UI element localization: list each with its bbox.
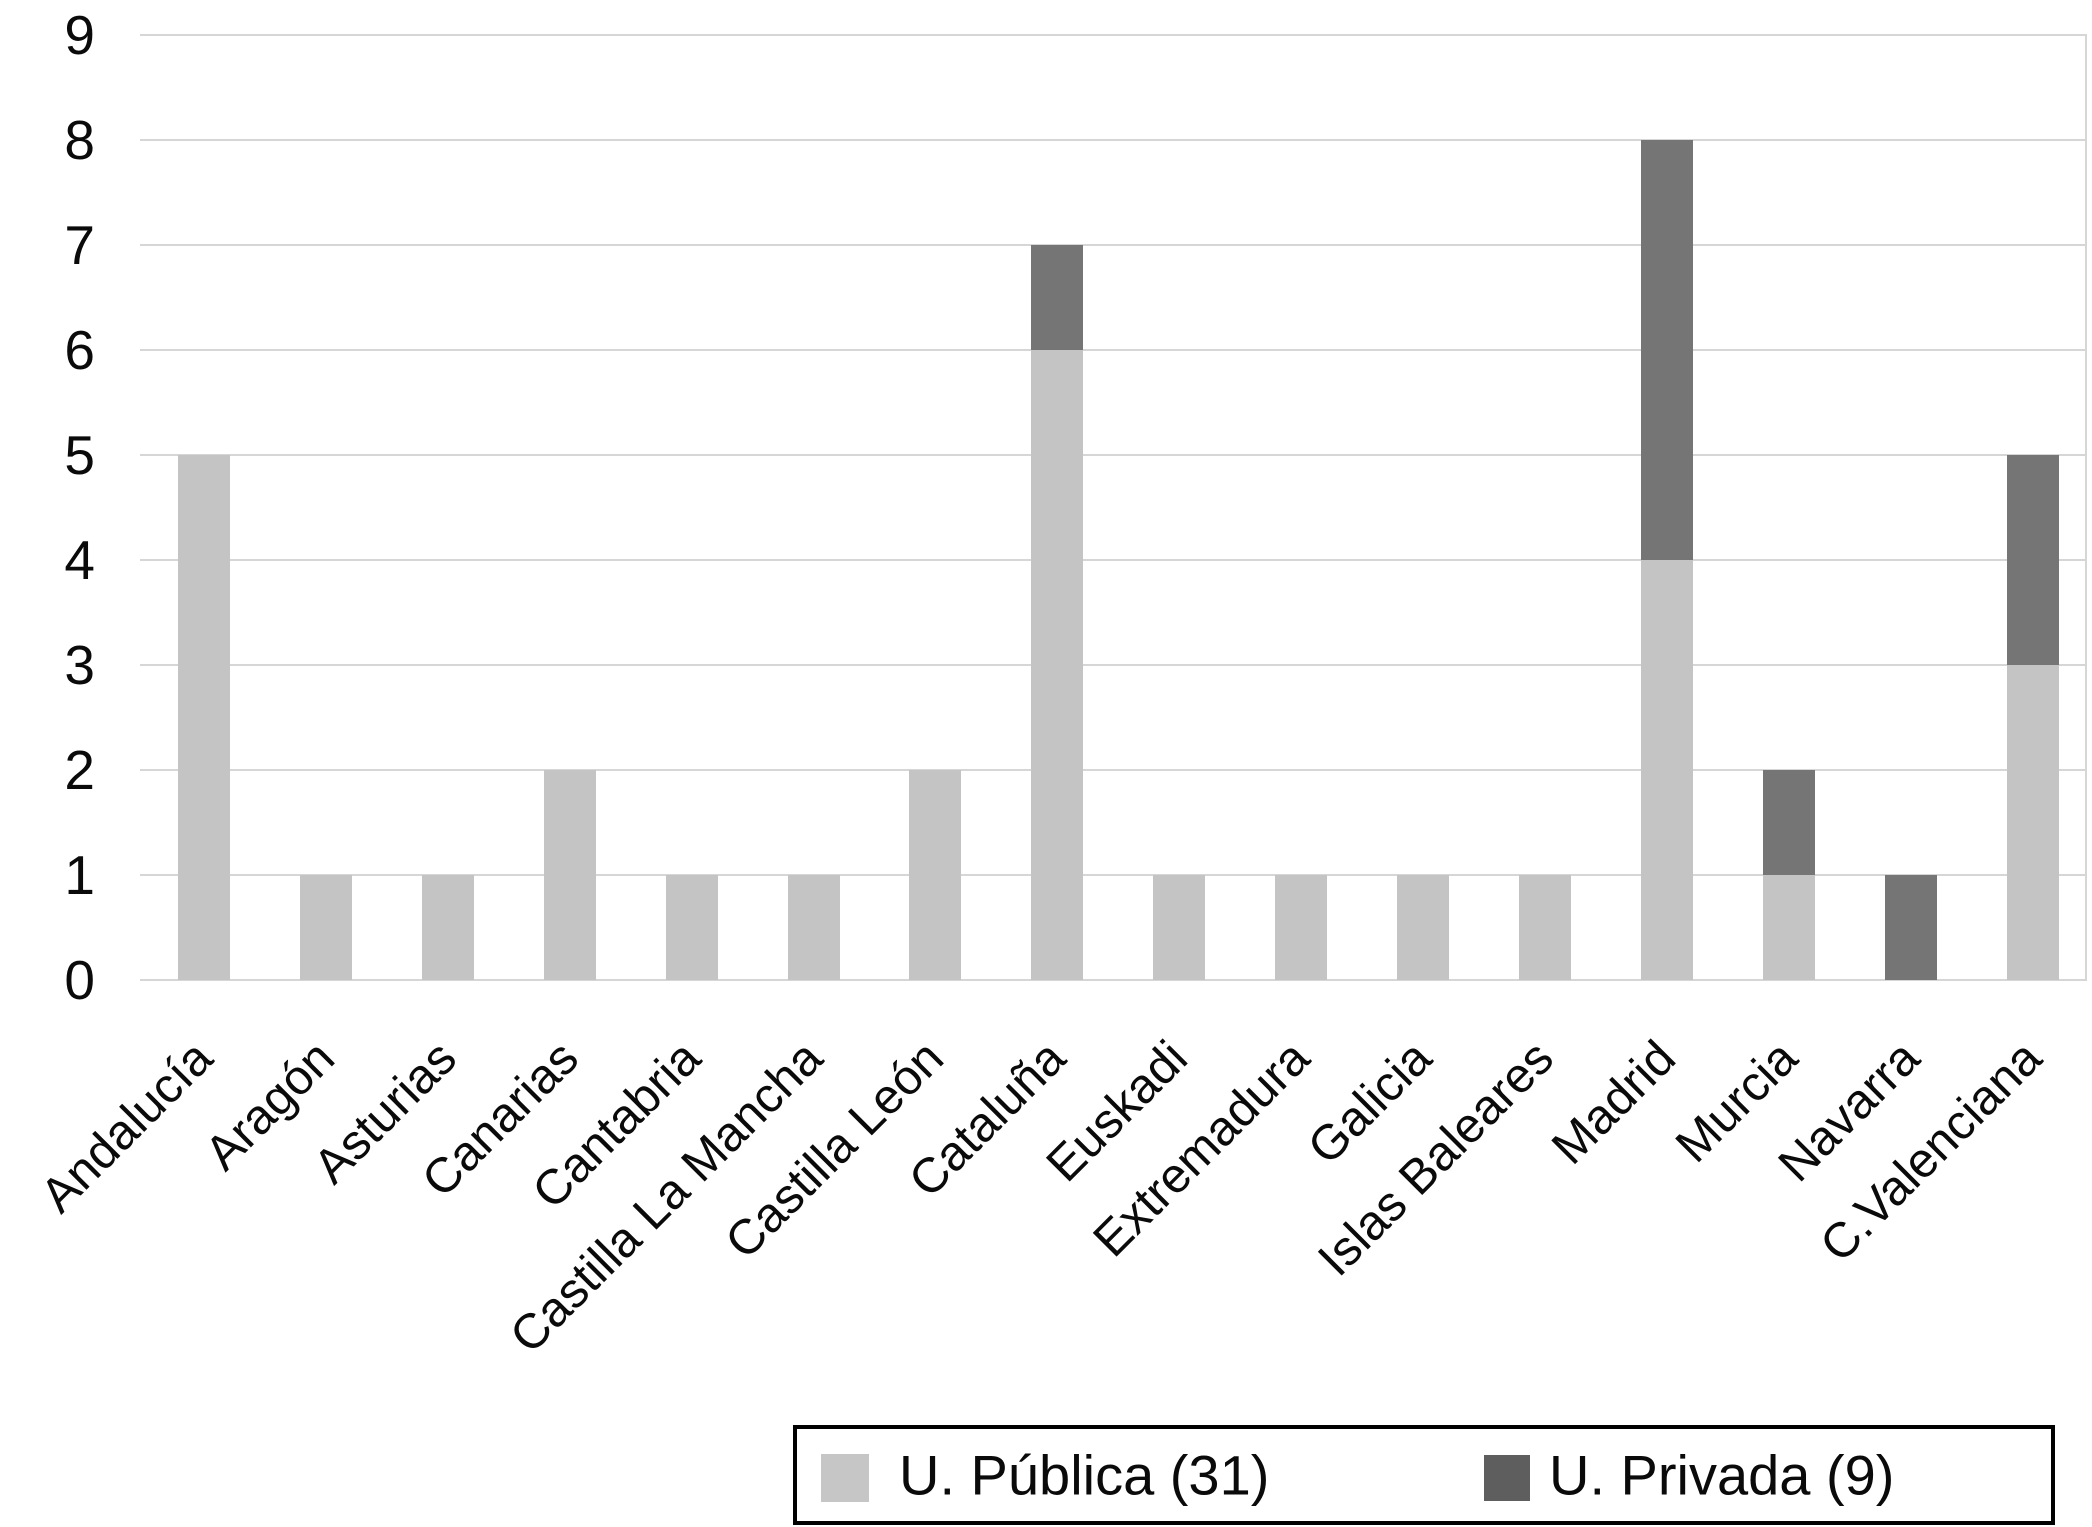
gridline	[140, 34, 2087, 36]
bar-segment-publica	[909, 770, 962, 980]
bar-segment-publica	[543, 770, 596, 980]
y-axis-tick-label: 6	[64, 319, 95, 381]
y-axis-tick-label: 3	[64, 634, 95, 696]
y-axis-tick-label: 7	[64, 214, 95, 276]
bar-segment-privada	[1762, 770, 1815, 875]
bar-segment-publica	[1031, 350, 1084, 980]
y-axis-tick-label: 9	[64, 4, 95, 66]
bar-segment-publica	[787, 875, 840, 980]
bar-segment-publica	[1762, 875, 1815, 980]
gridline	[140, 559, 2087, 561]
y-axis-tick-label: 2	[64, 739, 95, 801]
legend-swatch-privada	[1484, 1455, 1530, 1501]
gridline	[140, 769, 2087, 771]
y-axis-tick-label: 4	[64, 529, 95, 591]
bar-segment-privada	[1031, 245, 1084, 350]
gridline	[140, 454, 2087, 456]
legend: U. Pública (31) U. Privada (9)	[793, 1425, 2055, 1525]
bar-segment-publica	[1397, 875, 1449, 980]
legend-label-publica: U. Pública (31)	[899, 1443, 1270, 1507]
gridline	[140, 874, 2087, 876]
gridline	[140, 979, 2087, 981]
gridline	[140, 139, 2087, 141]
bar-segment-publica	[421, 875, 474, 980]
y-axis-tick-label: 8	[64, 109, 95, 171]
bar-segment-privada	[1640, 140, 1693, 560]
legend-swatch-publica	[821, 1454, 869, 1502]
bar-segment-publica	[299, 875, 352, 980]
bar-segment-privada	[1884, 875, 1937, 980]
bar-segment-privada	[2006, 455, 2059, 665]
y-axis-tick-label: 1	[64, 844, 95, 906]
gridline	[140, 349, 2087, 351]
bar-segment-publica	[178, 455, 230, 980]
bar-segment-publica	[1153, 875, 1206, 980]
gridline	[140, 244, 2087, 246]
bar-segment-publica	[1275, 875, 1328, 980]
legend-label-privada: U. Privada (9)	[1549, 1443, 1895, 1507]
plot-right-border	[2085, 34, 2087, 981]
y-axis-tick-label: 0	[64, 949, 95, 1011]
y-axis-tick-label: 5	[64, 424, 95, 486]
bar-segment-publica	[665, 875, 718, 980]
x-axis-category-label: Andalucía	[30, 1030, 223, 1224]
bar-segment-publica	[1640, 560, 1693, 980]
x-axis-category-label: Madrid	[1541, 1030, 1686, 1175]
bar-segment-publica	[2006, 665, 2059, 980]
gridline	[140, 664, 2087, 666]
bar-segment-publica	[1518, 875, 1571, 980]
